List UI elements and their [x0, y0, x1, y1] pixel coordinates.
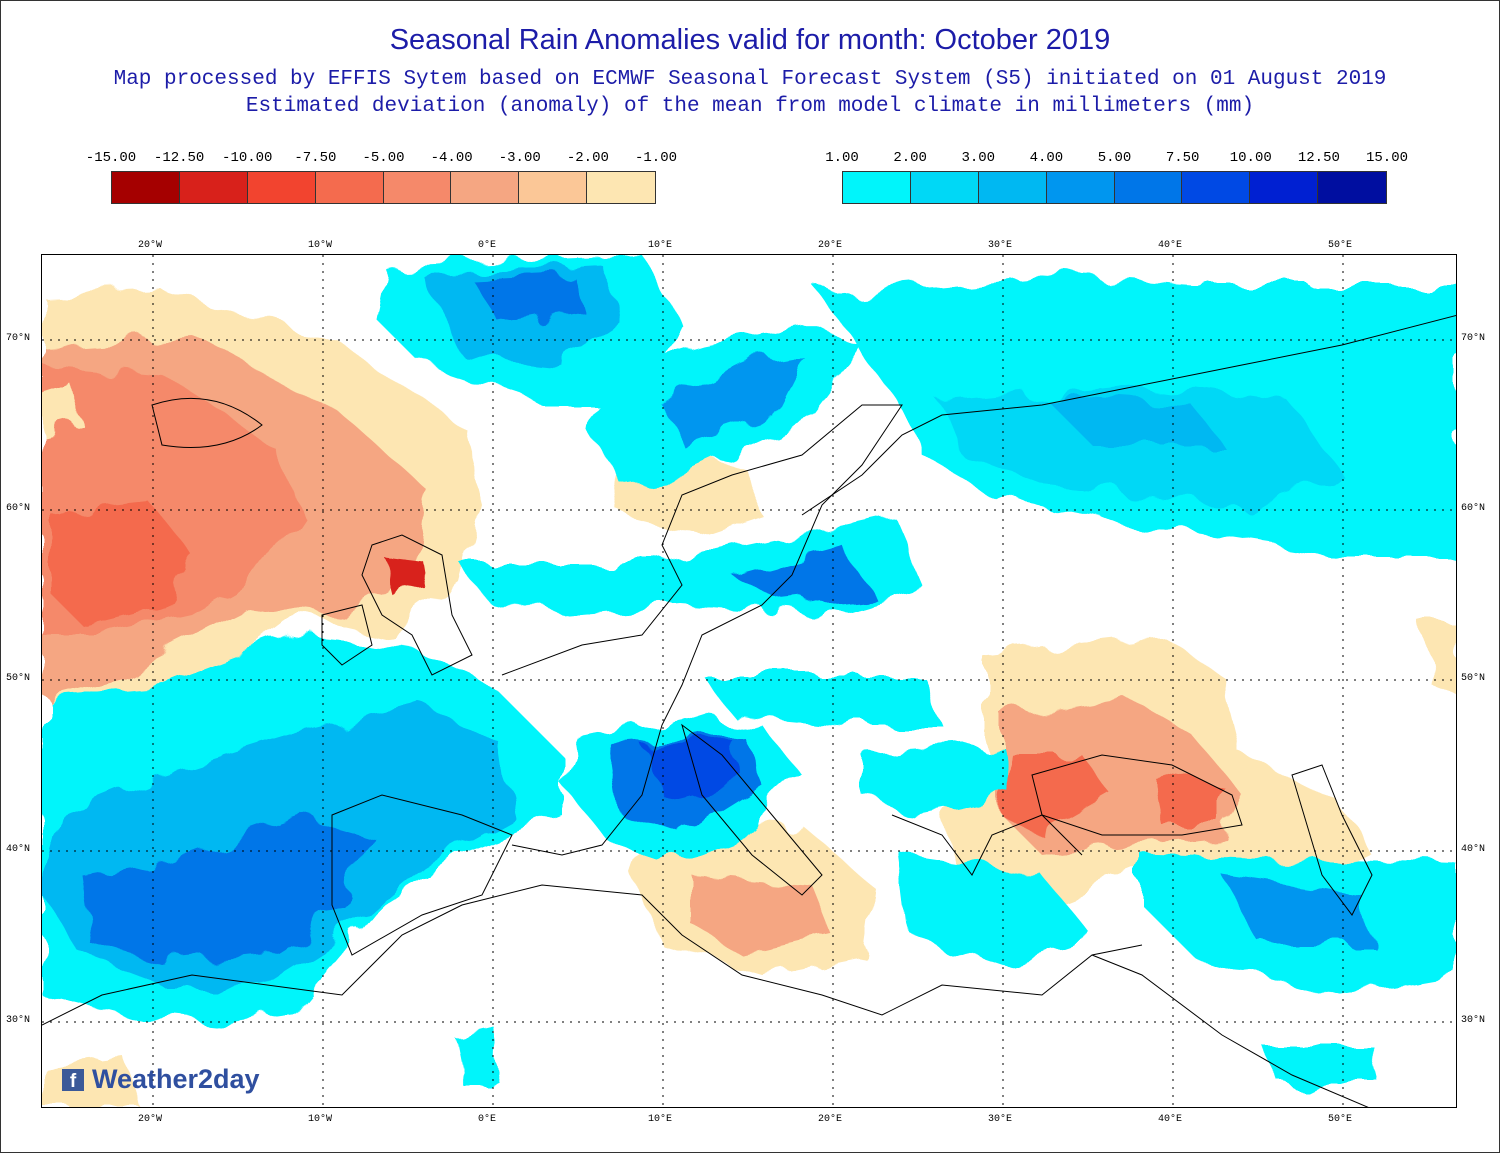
legend-swatch [910, 172, 979, 203]
legend-negative-labels: -15.00 -12.50 -10.00 -7.50 -5.00 -4.00 -3.00 -2… [86, 150, 677, 168]
legend-swatch [978, 172, 1047, 203]
legend-tick-label: -4.00 [430, 150, 473, 166]
legend-swatch [843, 172, 911, 203]
lon-tick-label: 50°E [1328, 1114, 1353, 1125]
map-subtitle-units: Estimated deviation (anomaly) of the mea… [245, 95, 1255, 118]
legend-tick-label: 1.00 [825, 150, 859, 166]
lon-tick-label: 0°E [478, 1114, 497, 1125]
legend-swatch [1318, 172, 1386, 203]
legend-tick-label: -10.00 [222, 150, 273, 166]
lat-tick-label: 70°N [6, 333, 31, 344]
lon-tick-label: 20°W [138, 240, 163, 251]
legend-negative: -15.00 -12.50 -10.00 -7.50 -5.00 -4.00 -3.00 -2… [86, 150, 677, 208]
legend-tick-label: 2.00 [893, 150, 927, 166]
lon-tick-label: 20°E [818, 1114, 843, 1125]
legend-swatch [1250, 172, 1319, 203]
legend-positive-colorbar [842, 171, 1387, 204]
legend-tick-label: 10.00 [1229, 150, 1272, 166]
legend-swatch [315, 172, 384, 203]
legend-swatch [247, 172, 316, 203]
legend-swatch [179, 172, 248, 203]
legend-swatch [587, 172, 655, 203]
coastlines [42, 315, 1456, 1107]
legend-positive: 1.00 2.00 3.00 4.00 5.00 7.50 10.00 12.50 15.00 [825, 150, 1408, 208]
legend-tick-label: -12.50 [153, 150, 205, 166]
lat-tick-label: 70°N [1461, 333, 1486, 344]
lon-tick-label: 10°W [308, 240, 333, 251]
legend-tick-label: 3.00 [961, 150, 996, 166]
facebook-icon: f [62, 1068, 84, 1091]
lon-tick-label: 10°E [648, 1114, 673, 1125]
legend-swatch [519, 172, 588, 203]
legend-positive-labels: 1.00 2.00 3.00 4.00 5.00 7.50 10.00 12.50 15.00 [825, 150, 1408, 168]
legend-swatch [112, 172, 180, 203]
legend-tick-label: 12.50 [1297, 150, 1340, 166]
map-subtitle-source: Map processed by EFFIS Sytem based on EC… [113, 68, 1387, 91]
legend-swatch [1046, 172, 1115, 203]
anomaly-map-svg [42, 255, 1456, 1107]
wet-anomaly-regions [42, 255, 1456, 1085]
legend-swatch [1182, 172, 1251, 203]
lon-tick-label: 20°E [818, 240, 843, 251]
legend-swatch [451, 172, 520, 203]
lon-tick-label: 50°E [1328, 240, 1353, 251]
legend-tick-label: -3.00 [498, 150, 541, 166]
lat-tick-label: 40°N [6, 844, 31, 855]
lon-tick-label: 40°E [1158, 1114, 1183, 1125]
lon-tick-label: 10°W [308, 1114, 333, 1125]
legend-tick-label: 15.00 [1365, 150, 1409, 166]
legend-tick-label: -15.00 [85, 150, 137, 166]
legend-tick-label: 5.00 [1097, 150, 1132, 166]
lon-tick-label: 30°E [988, 240, 1013, 251]
lon-tick-label: 0°E [478, 240, 497, 251]
lon-tick-label: 40°E [1158, 240, 1183, 251]
lat-tick-label: 60°N [6, 503, 31, 514]
lon-tick-label: 30°E [988, 1114, 1013, 1125]
lon-tick-label: 20°W [138, 1114, 163, 1125]
legend-tick-label: 4.00 [1029, 150, 1064, 166]
legend-swatch [383, 172, 452, 203]
legend-tick-label: -5.00 [362, 150, 405, 166]
lat-tick-label: 50°N [1461, 673, 1486, 684]
legend-tick-label: -1.00 [634, 150, 678, 166]
lat-tick-label: 30°N [1461, 1015, 1486, 1026]
legend-negative-colorbar [111, 171, 656, 204]
lon-tick-label: 10°E [648, 240, 673, 251]
legend-swatch [1114, 172, 1183, 203]
lat-tick-label: 30°N [6, 1015, 31, 1026]
dry-anomaly-regions [42, 290, 1456, 1107]
lat-tick-label: 40°N [1461, 844, 1486, 855]
weather2day-logo: f Weather2day [62, 1064, 260, 1095]
legend-tick-label: -7.50 [294, 150, 337, 166]
legend-tick-label: -2.00 [566, 150, 609, 166]
map-title: Seasonal Rain Anomalies valid for month:… [389, 24, 1111, 56]
anomaly-map [41, 254, 1457, 1108]
legend-tick-label: 7.50 [1165, 150, 1200, 166]
logo-text: Weather2day [92, 1064, 260, 1094]
lat-tick-label: 60°N [1461, 503, 1486, 514]
lat-tick-label: 50°N [6, 673, 31, 684]
